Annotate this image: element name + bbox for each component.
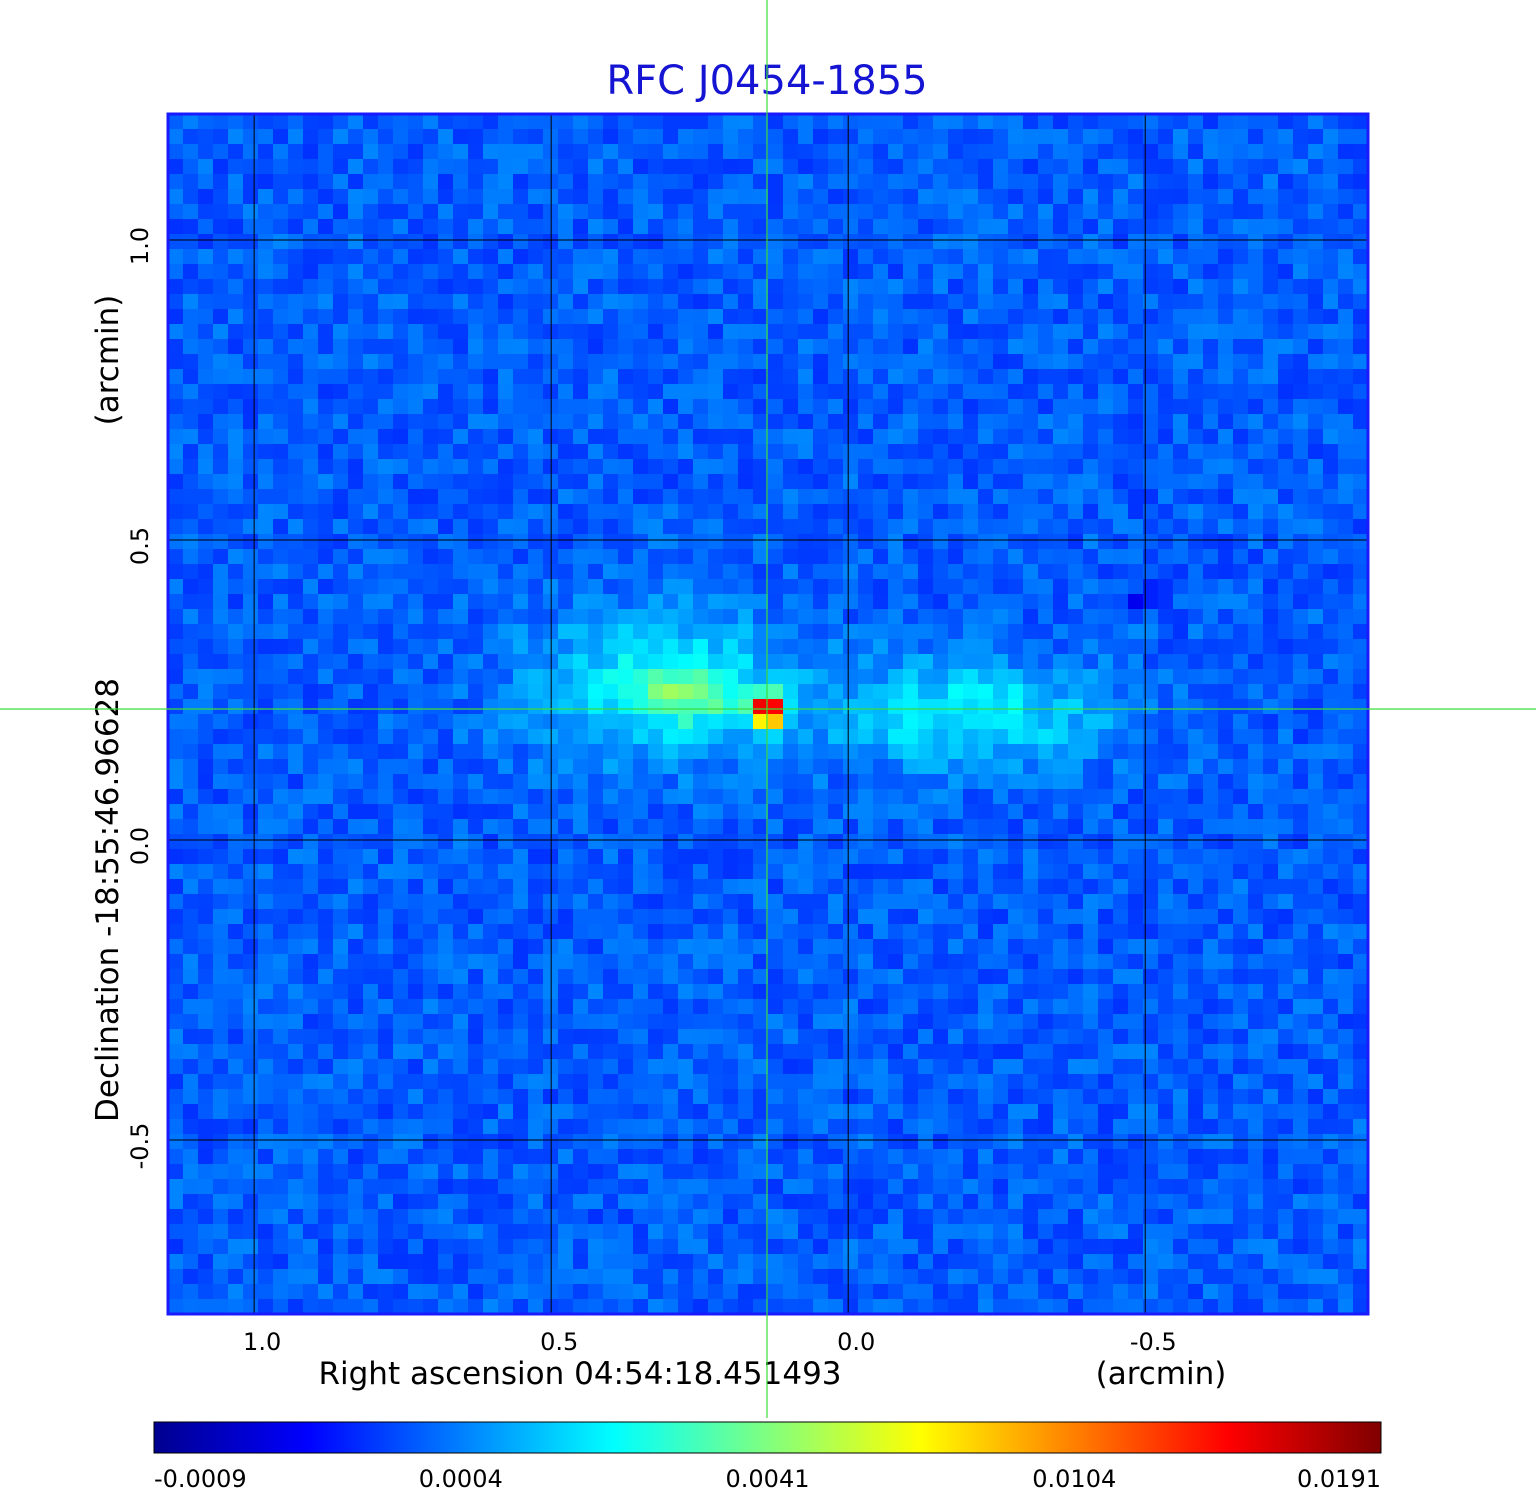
heatmap-raster: [168, 114, 1368, 1314]
x-tick-label: 0.5: [540, 1328, 578, 1356]
x-axis-label: Right ascension 04:54:18.451493: [318, 1356, 841, 1392]
grid-lines: [168, 114, 1368, 1314]
y-tick-labels: 1.0 0.5 0.0 -0.5: [126, 227, 154, 1170]
plot-frame: [166, 112, 1370, 1316]
colorbar-gradient: [153, 1421, 1382, 1454]
colorbar-tick-label: -0.0009: [154, 1465, 247, 1493]
x-tick-label: 0.0: [837, 1328, 875, 1356]
colorbar-tick-labels: -0.0009 0.0004 0.0041 0.0104 0.0191: [154, 1465, 1381, 1493]
y-axis-label: Declination -18:55:46.96628: [90, 678, 126, 1122]
plot-area: [166, 112, 1370, 1316]
y-axis-unit: (arcmin): [90, 295, 126, 426]
colorbar-tick-label: 0.0191: [1297, 1465, 1381, 1493]
y-tick-label: 0.0: [126, 827, 154, 865]
y-tick-label: 1.0: [126, 227, 154, 265]
x-axis-unit: (arcmin): [1096, 1356, 1227, 1392]
y-tick-label: -0.5: [126, 1123, 154, 1170]
x-tick-labels: 1.0 0.5 0.0 -0.5: [243, 1328, 1177, 1356]
heatmap-image: [168, 114, 1368, 1314]
colorbar-tick-label: 0.0041: [726, 1465, 810, 1493]
x-tick-label: -0.5: [1130, 1328, 1177, 1356]
colorbar-tick-label: 0.0104: [1032, 1465, 1116, 1493]
colorbar-tick-label: 0.0004: [419, 1465, 503, 1493]
crosshair: [0, 0, 1536, 1418]
colorbar: -0.0009 0.0004 0.0041 0.0104 0.0191: [153, 1421, 1382, 1493]
y-tick-label: 0.5: [126, 527, 154, 565]
x-tick-label: 1.0: [243, 1328, 281, 1356]
